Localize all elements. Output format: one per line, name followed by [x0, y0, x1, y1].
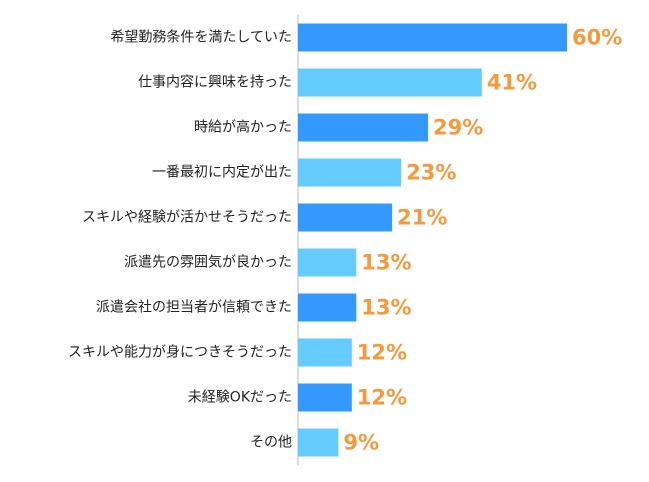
category-label: スキルや経験が活かせそうだった — [82, 210, 292, 226]
category-label: その他 — [250, 435, 292, 451]
bar — [298, 293, 357, 322]
bar — [298, 203, 393, 232]
bar — [298, 23, 567, 52]
category-label: 時給が高かった — [194, 119, 292, 136]
value-label: 41% — [487, 71, 537, 95]
category-label: 希望勤務条件を満たしていた — [110, 29, 292, 46]
value-label: 12% — [357, 341, 407, 365]
value-label: 9% — [343, 431, 379, 455]
category-label: 未経験OKだった — [188, 390, 292, 406]
value-label: 60% — [572, 26, 622, 50]
bar — [298, 428, 339, 457]
category-label: 派遣会社の担当者が信頼できた — [96, 300, 292, 316]
bar — [298, 68, 482, 97]
bar — [298, 113, 429, 142]
bar — [298, 338, 352, 367]
value-label: 23% — [406, 161, 456, 185]
category-label: 仕事内容に興味を持った — [138, 74, 292, 91]
value-label: 13% — [361, 251, 411, 275]
category-label: スキルや能力が身につきそうだった — [68, 345, 292, 361]
bar — [298, 158, 402, 187]
category-label: 派遣先の雰囲気が良かった — [124, 255, 292, 271]
bar — [298, 383, 352, 412]
category-label: 一番最初に内定が出た — [152, 164, 292, 181]
value-label: 21% — [397, 206, 447, 230]
value-label: 29% — [433, 116, 483, 140]
value-label: 12% — [357, 386, 407, 410]
value-label: 13% — [361, 296, 411, 320]
bar — [298, 248, 357, 277]
